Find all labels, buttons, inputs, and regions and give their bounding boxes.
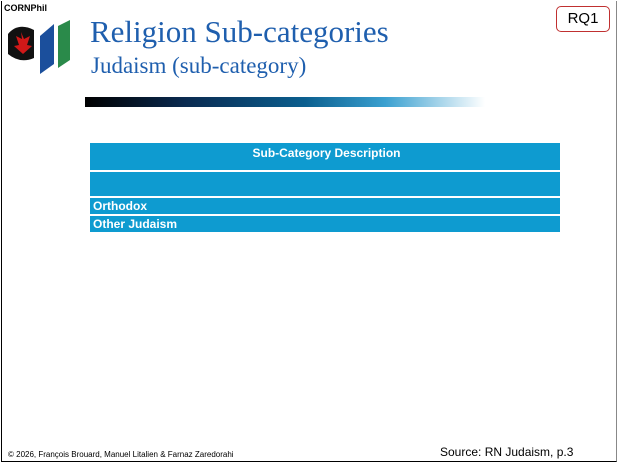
table-header: Sub-Category Description: [90, 143, 560, 170]
gradient-bar: [85, 97, 485, 107]
table: Sub-Category Description Orthodox Other J…: [90, 143, 560, 234]
table-row: Orthodox: [90, 198, 560, 214]
slide-subtitle: Judaism (sub-category): [91, 53, 307, 78]
source: Source: RN Judaism, p.3: [440, 445, 574, 459]
copyright: © 2026, François Brouard, Manuel Litalie…: [8, 450, 234, 459]
table-body: Orthodox Other Judaism: [90, 198, 560, 232]
brand-label: CORNPhil: [4, 3, 48, 13]
logo: [8, 20, 70, 74]
logo-leaf: [14, 32, 32, 54]
logo-bar-1: [40, 24, 54, 74]
table-row-empty: [90, 172, 560, 196]
slide-title: Religion Sub-categories: [90, 14, 389, 49]
logo-bar-2: [58, 20, 70, 68]
table-row: Other Judaism: [90, 216, 560, 232]
badge: RQ1: [556, 6, 610, 32]
